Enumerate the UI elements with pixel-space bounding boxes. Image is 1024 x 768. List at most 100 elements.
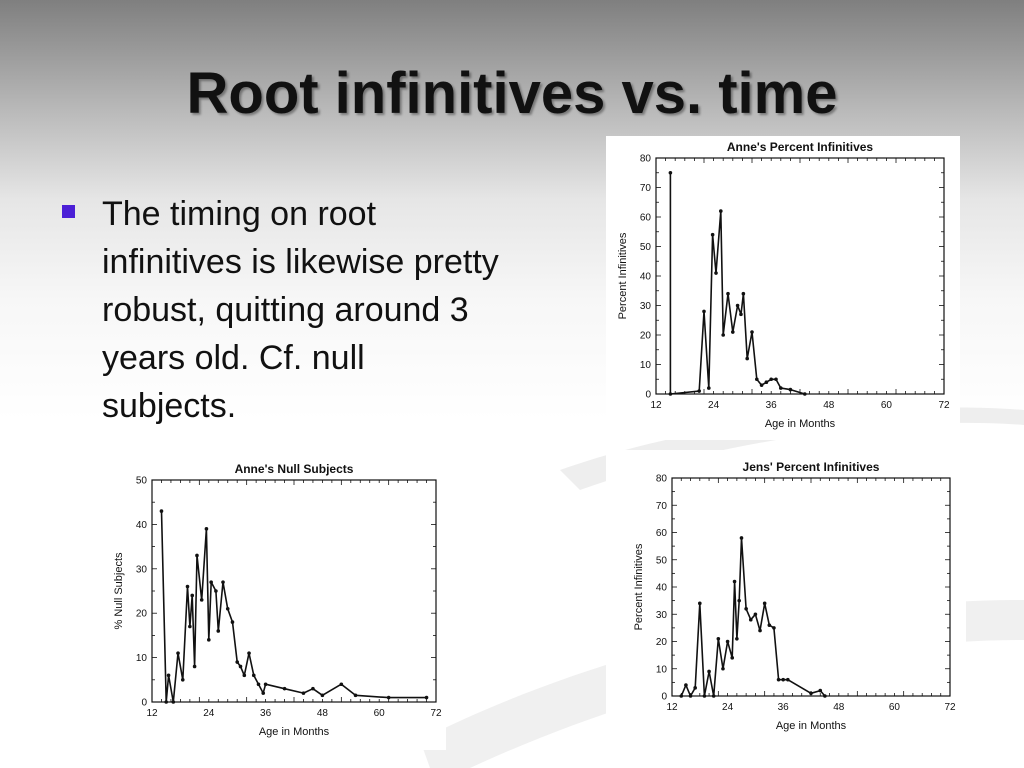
data-point [225, 606, 230, 611]
plot-frame [671, 477, 951, 697]
x-tick-label: 24 [722, 702, 734, 713]
y-axis-label: Percent Infinitives [633, 543, 645, 630]
chart-title: Anne's Percent Infinitives [727, 140, 874, 154]
data-point [731, 330, 735, 334]
data-point [755, 377, 759, 382]
x-tick-label: 24 [708, 400, 720, 411]
data-point [166, 673, 171, 678]
y-axis-label: % Null Subjects [113, 552, 125, 630]
data-point [779, 386, 783, 390]
y-tick-label: 10 [640, 360, 652, 371]
data-point [261, 691, 266, 695]
data-point [235, 660, 239, 664]
bullet-square-icon [62, 205, 75, 218]
data-point [339, 682, 344, 687]
data-point [702, 694, 707, 698]
x-tick-label: 60 [889, 702, 901, 713]
data-point [263, 682, 268, 687]
data-point [741, 291, 746, 296]
data-point [774, 377, 778, 382]
y-tick-label: 30 [136, 564, 148, 575]
data-point [721, 333, 725, 337]
y-tick-label: 10 [136, 653, 148, 664]
data-point [209, 580, 213, 584]
data-point [732, 579, 737, 584]
y-tick-label: 80 [656, 474, 668, 485]
data-point [693, 686, 697, 690]
y-axis-label: Percent Infinitives [617, 232, 629, 319]
y-tick-label: 0 [661, 692, 667, 703]
x-axis-label: Age in Months [765, 418, 836, 430]
data-point [190, 593, 195, 598]
data-point [725, 639, 730, 644]
x-tick-label: 12 [666, 702, 678, 713]
x-tick-label: 48 [823, 400, 835, 411]
data-point [247, 651, 251, 655]
x-tick-label: 12 [650, 400, 662, 411]
data-point [230, 620, 235, 624]
x-tick-label: 72 [938, 400, 950, 411]
plot-frame [655, 157, 945, 395]
data-point [788, 387, 793, 392]
x-tick-label: 36 [766, 400, 778, 411]
y-tick-label: 40 [656, 583, 668, 594]
data-point [735, 636, 739, 641]
data-point [684, 683, 688, 687]
data-point [221, 580, 225, 584]
y-tick-label: 30 [656, 610, 668, 621]
x-tick-label: 72 [944, 702, 956, 713]
anne-infinitives-chart: Anne's Percent Infinitives 12 24 36 48 60 72 0 1… [606, 136, 960, 440]
data-point [758, 628, 762, 633]
data-point [311, 686, 315, 691]
data-point [688, 694, 693, 698]
chart-title: Jens' Percent Infinitives [743, 460, 880, 474]
data-point [386, 695, 391, 700]
data-point [710, 232, 715, 237]
data-point [711, 694, 716, 698]
x-tick-label: 72 [430, 708, 442, 719]
data-point [823, 694, 827, 698]
data-point [707, 386, 711, 390]
data-point [679, 694, 684, 698]
data-point [772, 626, 776, 630]
y-tick-label: 20 [136, 609, 148, 620]
data-point [818, 688, 823, 693]
y-tick-label: 20 [656, 637, 668, 648]
data-point [668, 170, 673, 175]
y-tick-label: 80 [640, 154, 652, 165]
data-point [199, 598, 204, 602]
data-point [171, 700, 176, 704]
data-point [739, 536, 744, 540]
data-point [730, 656, 735, 660]
y-tick-label: 50 [656, 555, 668, 566]
data-point [320, 693, 325, 698]
data-point [668, 392, 673, 396]
x-tick-label: 36 [260, 708, 272, 719]
data-point [767, 623, 772, 627]
data-point [719, 209, 723, 213]
y-tick-label: 40 [136, 520, 148, 531]
data-point [176, 651, 180, 655]
data-point [745, 356, 749, 361]
y-tick-label: 50 [136, 476, 148, 487]
data-point [214, 589, 218, 593]
x-tick-label: 36 [778, 702, 790, 713]
data-point [697, 389, 701, 393]
y-tick-label: 20 [640, 331, 652, 342]
anne-infinitives-svg: Anne's Percent Infinitives 12 24 36 48 60 72 0 1… [617, 140, 950, 430]
y-tick-label: 70 [640, 183, 652, 194]
y-tick-label: 30 [640, 301, 652, 312]
data-point [735, 303, 740, 308]
data-point [776, 677, 781, 682]
data-point [764, 380, 769, 384]
data-point [164, 700, 168, 704]
data-point [721, 666, 725, 671]
data-point [188, 624, 192, 629]
data-point [803, 392, 807, 396]
data-point [739, 312, 743, 317]
x-tick-label: 60 [881, 400, 893, 411]
data-point [737, 598, 741, 603]
x-tick-label: 24 [203, 708, 215, 719]
data-point [192, 664, 197, 669]
data-point [242, 673, 247, 678]
